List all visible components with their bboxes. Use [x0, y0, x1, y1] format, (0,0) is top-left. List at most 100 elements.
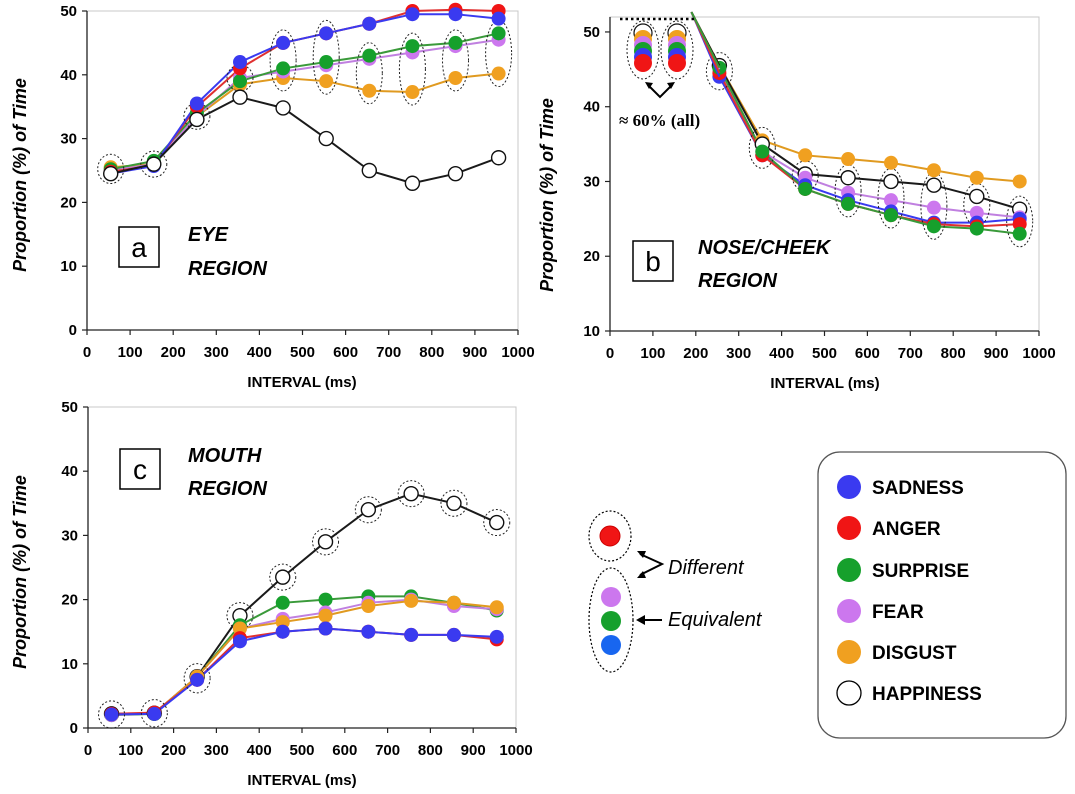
key-equivalent-dot-sadness	[601, 635, 621, 655]
panel-a-point-happiness	[361, 162, 378, 179]
panel-a-equivalence-ring	[312, 19, 340, 95]
panel-c-point-happiness	[446, 495, 462, 511]
panel-b-equivalence-ring	[834, 164, 862, 218]
panel-a-point-happiness	[404, 175, 421, 191]
panel-b-x-tick-label: 700	[898, 345, 923, 362]
panel-c-equivalence-ring	[354, 496, 382, 524]
panel-c-point-surprise	[275, 595, 290, 610]
panel-b-x-tick-label: 200	[683, 345, 708, 362]
panel-b-offscale-inset	[620, 11, 721, 99]
panel-b-y-axis-label: Proportion (%) of Time	[537, 98, 557, 292]
panel-c-equivalence-ring	[98, 700, 126, 729]
legend-item-fear: FEAR	[837, 599, 924, 623]
panel-a-x-tick-label: 0	[83, 344, 91, 361]
legend-swatch-happiness	[836, 680, 862, 706]
panel-c-data-points	[103, 485, 505, 723]
key-equivalent-arrow-head	[636, 615, 645, 625]
panel-b-point-anger	[1012, 217, 1027, 232]
key-equivalent-dot-surprise	[601, 611, 621, 631]
key-equivalent-ring	[588, 567, 634, 673]
legend-label-anger: ANGER	[872, 519, 941, 540]
panel-b-point-disgust	[1012, 174, 1027, 189]
panel-b-point-disgust	[798, 148, 813, 163]
panel-b-offscale-arrow-head-right	[667, 82, 675, 89]
panel-b-point-surprise	[883, 208, 898, 223]
panel-b-line-disgust	[718, 65, 1020, 183]
panel-c-letter-box	[119, 448, 161, 490]
panel-a-point-happiness	[490, 150, 507, 166]
panel-c-point-disgust	[404, 593, 419, 608]
panel-b-point-surprise	[798, 181, 813, 196]
equivalence-key: Different Equivalent	[588, 510, 763, 673]
panel-a-line-sadness	[110, 13, 499, 175]
panel-c-y-tick-label: 10	[61, 656, 78, 673]
panel-a-point-happiness	[232, 89, 248, 105]
legend-item-sadness: SADNESS	[837, 475, 964, 499]
panel-b-point-surprise	[755, 144, 770, 159]
legend-label-surprise: SURPRISE	[872, 561, 969, 582]
panel-b-x-tick-label: 800	[941, 345, 966, 362]
panel-b-x-tick-label: 100	[640, 345, 665, 362]
panel-b-point-disgust	[926, 163, 941, 178]
key-different-bracket	[639, 553, 665, 576]
panel-a-point-happiness	[103, 165, 119, 182]
legend-label-disgust: DISGUST	[872, 643, 957, 664]
panel-a-letter-box	[118, 226, 160, 268]
panel-a-x-tick-label: 100	[118, 344, 143, 361]
panel-c-x-tick-label: 800	[418, 742, 443, 759]
panel-a-point-sadness	[491, 11, 506, 26]
panel-b-equivalence-groups	[705, 52, 1034, 248]
panel-b-letter-box	[632, 240, 674, 282]
panel-c-x-tick-label: 300	[204, 742, 229, 759]
panel-a-y-tick-label: 10	[60, 258, 77, 275]
panel-b-point-disgust	[841, 152, 856, 167]
panel-b-point-disgust	[969, 170, 984, 185]
panel-c-x-tick-label: 1000	[499, 742, 532, 759]
panel-a-region-line2: REGION	[188, 258, 267, 280]
panel-a-eye-region: 0 100 200 300 400 500 600 700 800 900 1000 0 10 20 30 4…	[10, 2, 535, 391]
panel-c-point-sadness	[147, 706, 162, 721]
panel-a-equivalence-ring	[269, 29, 297, 92]
panel-c-y-tick-label: 30	[61, 527, 78, 544]
panel-b-x-tick-label: 600	[855, 345, 880, 362]
legend-item-disgust: DISGUST	[837, 640, 957, 664]
panel-a-point-surprise	[405, 39, 420, 54]
panel-c-point-sadness	[104, 707, 119, 722]
panel-b-equivalence-ring	[705, 52, 733, 91]
panel-c-x-tick-label: 900	[461, 742, 486, 759]
panel-c-line-disgust	[111, 599, 497, 716]
panel-a-point-sadness	[362, 16, 377, 31]
panel-b-point-fear	[969, 205, 984, 220]
legend-box	[817, 451, 1067, 739]
panel-a-point-surprise	[491, 26, 506, 41]
panel-a-equivalence-ring	[355, 42, 383, 105]
panel-b-point-disgust	[883, 155, 898, 170]
legend-label-sadness: SADNESS	[872, 478, 964, 499]
panel-c-point-disgust	[446, 595, 461, 610]
panel-b-point-happiness	[840, 170, 856, 186]
panel-a-equivalence-groups	[97, 19, 513, 184]
panel-c-mouth-region: 0 100 200 300 400 500 600 700 800 900 1000 0 10 20 30 4…	[10, 399, 533, 789]
panel-c-y-tick-label: 40	[61, 463, 78, 480]
panel-a-point-happiness	[447, 165, 464, 182]
panel-b-region-line2: REGION	[698, 270, 777, 292]
legend-item-happiness: HAPPINESS	[836, 680, 982, 706]
panel-a-x-tick-label: 800	[419, 344, 444, 361]
panel-b-region-line1: NOSE/CHEEK	[698, 237, 832, 259]
panel-a-point-disgust	[362, 83, 377, 98]
panel-a-point-happiness	[318, 130, 334, 147]
panel-b-nose-cheek-region: 0 100 200 300 400 500 600 700 800 900 1000 10 20 30 40…	[537, 11, 1056, 392]
panel-a-y-tick-label: 40	[60, 67, 77, 84]
panel-c-point-surprise	[318, 592, 333, 607]
panel-b-y-tick-label: 40	[583, 99, 600, 116]
panel-a-line-happiness	[110, 96, 499, 185]
panel-c-y-axis-label: Proportion (%) of Time	[10, 475, 30, 669]
panel-a-axes: 0 100 200 300 400 500 600 700 800 900 1000 0 10 20 30 4…	[60, 3, 534, 361]
legend: SADNESS ANGER SURPRISE FEAR DISGUST HAPP…	[817, 451, 1067, 739]
panel-b-offscale-point-anger	[668, 54, 686, 72]
panel-b-y-tick-label: 10	[583, 323, 600, 340]
panel-b-point-happiness	[969, 188, 985, 205]
panel-c-equivalence-ring	[440, 489, 468, 517]
panel-a-region-line1: EYE	[188, 224, 229, 246]
panel-a-point-happiness	[275, 100, 291, 116]
